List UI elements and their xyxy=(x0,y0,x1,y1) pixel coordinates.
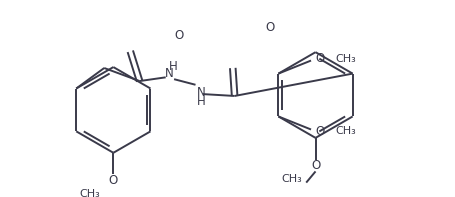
Text: CH₃: CH₃ xyxy=(282,174,303,184)
Text: CH₃: CH₃ xyxy=(335,54,356,64)
Text: O: O xyxy=(311,159,320,172)
Text: O: O xyxy=(174,29,183,42)
Text: N: N xyxy=(197,86,206,99)
Text: O: O xyxy=(316,52,325,65)
Text: N: N xyxy=(165,67,174,80)
Text: CH₃: CH₃ xyxy=(335,126,356,136)
Text: O: O xyxy=(109,174,118,187)
Text: H: H xyxy=(169,60,177,73)
Text: O: O xyxy=(265,21,274,34)
Text: CH₃: CH₃ xyxy=(80,189,101,197)
Text: H: H xyxy=(197,95,206,108)
Text: O: O xyxy=(316,125,325,138)
